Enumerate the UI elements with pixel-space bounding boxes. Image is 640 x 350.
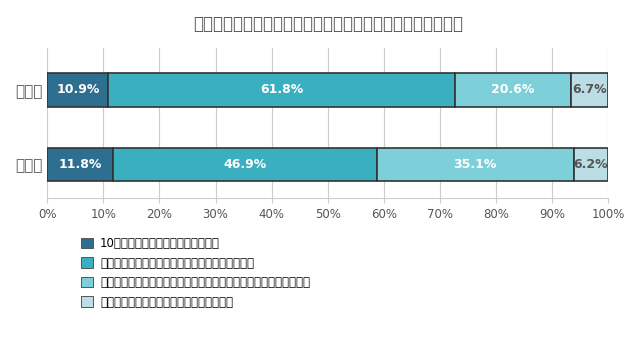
- Bar: [113, 148, 376, 181]
- Text: 6.7%: 6.7%: [572, 83, 607, 96]
- Title: 今年に入ってから、子どもに東日本大震災の話をしましたか: 今年に入ってから、子どもに東日本大震災の話をしましたか: [193, 15, 463, 33]
- Bar: [573, 148, 608, 181]
- Text: 20.6%: 20.6%: [492, 83, 534, 96]
- Text: 61.8%: 61.8%: [260, 83, 303, 96]
- Bar: [108, 73, 455, 106]
- Text: 35.1%: 35.1%: [453, 158, 497, 171]
- Bar: [571, 73, 608, 106]
- Text: 11.8%: 11.8%: [59, 158, 102, 171]
- Bar: [47, 148, 113, 181]
- Bar: [376, 148, 573, 181]
- Text: 46.9%: 46.9%: [223, 158, 267, 171]
- Text: 10.9%: 10.9%: [56, 83, 99, 96]
- Legend: 10年の節目を機に、子どもに話した, 今年に限らず、子どもに話す機会をつくっている, 今年はまだ子どもに話していないが、これまでに話したことはある, 今まで、一: 10年の節目を機に、子どもに話した, 今年に限らず、子どもに話す機会をつくってい…: [81, 237, 310, 309]
- Text: 6.2%: 6.2%: [573, 158, 608, 171]
- Bar: [47, 73, 108, 106]
- Bar: [455, 73, 571, 106]
